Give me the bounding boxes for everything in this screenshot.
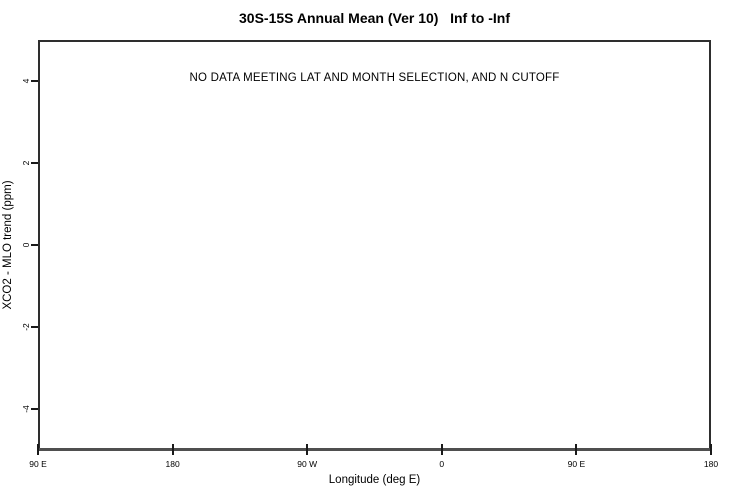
- x-tick-label: 0: [439, 459, 445, 469]
- x-axis-line: [38, 448, 711, 451]
- x-tick-label: 180: [165, 459, 180, 469]
- plot-area: [38, 40, 711, 450]
- x-tick-mark: [171, 444, 174, 455]
- x-tick-label: 90 W: [297, 459, 318, 469]
- y-tick-label: 0: [21, 242, 31, 248]
- y-tick-mark: [31, 162, 38, 164]
- y-tick-label: -4: [21, 405, 31, 413]
- y-axis-title: XCO2 - MLO trend (ppm): [2, 180, 14, 310]
- no-data-message: NO DATA MEETING LAT AND MONTH SELECTION,…: [189, 72, 560, 84]
- x-tick-label: 180: [703, 459, 719, 469]
- x-axis-title: Longitude (deg E): [328, 474, 421, 486]
- x-tick-label: 90 E: [29, 459, 47, 469]
- x-tick-mark: [440, 444, 443, 455]
- x-tick-mark: [710, 444, 712, 455]
- x-tick-mark: [306, 444, 309, 455]
- y-tick-label: -2: [21, 323, 31, 331]
- x-tick-mark: [37, 444, 39, 455]
- y-tick-mark: [31, 408, 38, 410]
- chart-title: 30S-15S Annual Mean (Ver 10) Inf to -Inf: [239, 10, 510, 26]
- x-tick-label: 90 E: [567, 459, 586, 469]
- y-tick-mark: [31, 326, 38, 328]
- y-tick-label: 4: [21, 78, 31, 84]
- y-tick-label: 2: [21, 160, 31, 166]
- x-tick-mark: [575, 444, 578, 455]
- y-tick-mark: [31, 80, 38, 82]
- y-tick-mark: [31, 244, 38, 246]
